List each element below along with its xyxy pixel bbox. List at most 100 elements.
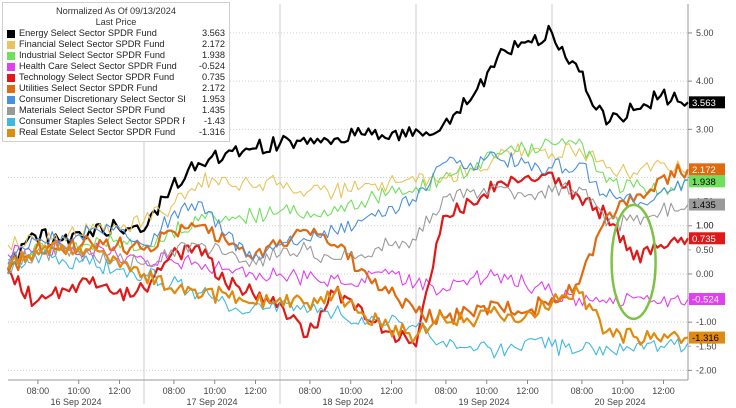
value-badge [689,331,725,344]
legend-item-value: 0.735 [202,72,225,82]
legend-swatch [7,73,15,82]
series-line [7,171,689,348]
legend-item-value: 3.563 [202,28,225,38]
x-tick-label: 12:00 [244,386,267,396]
x-day-label: 19 Sep 2024 [458,397,509,407]
x-tick-label: 10:00 [475,386,498,396]
x-tick-label: 08:00 [435,386,458,396]
legend-item-value: 1.435 [202,105,225,115]
x-axis: 08:00 10:00 12:00 08:00 10:00 12:00 08:00 10:00… [27,380,675,407]
legend-item-name: Health Care Select Sector SPDR Fund [19,61,177,71]
legend-swatch [7,29,15,38]
x-tick-label: 08:00 [163,386,186,396]
y-tick-label: -1.00 [696,317,717,327]
x-tick-label: 08:00 [27,386,50,396]
legend-item-value: 2.172 [202,39,225,49]
legend-item-name: Utilities Select Sector SPDR Fund [19,83,158,93]
legend-swatch [7,84,15,93]
x-day-label: 18 Sep 2024 [322,397,373,407]
legend-item: Utilities Select Sector SPDR Fund 2.172 [7,83,225,94]
legend-item: Financial Select Sector SPDR Fund 2.172 [7,39,225,50]
x-day-label: 20 Sep 2024 [594,397,645,407]
x-day-label: 16 Sep 2024 [50,397,101,407]
legend-item-value: -0.524 [198,61,225,71]
annotation-layer [610,203,657,321]
value-badge [689,163,725,176]
legend-swatch [7,62,15,71]
x-tick-label: 10:00 [339,386,362,396]
x-tick-label: 08:00 [571,386,594,396]
legend-item: Health Care Select Sector SPDR Fund -0.52… [7,61,225,72]
legend-item: Real Estate Select Sector SPDR Fund -1.31… [7,127,225,138]
value-badge [689,198,725,211]
series-line [6,24,689,270]
legend-item-name: Materials Select Sector SPDR Fund [19,105,166,115]
legend-item: Consumer Staples Select Sector SPDR Fund… [7,116,225,127]
legend-item: Technology Select Sector SPDR Fund 0.735 [7,72,225,83]
value-badge-label: -0.524 [692,295,719,306]
legend-item-value: 2.172 [202,83,225,93]
legend-item-value: 1.938 [202,50,225,60]
legend-item-value: -1.43 [204,116,225,126]
legend-item: Consumer Discretionary Select Sector SPD… [7,94,225,105]
x-tick-label: 10:00 [611,386,634,396]
legend-item-value: -1.316 [198,127,225,137]
grid [8,4,689,404]
legend-swatch [7,106,15,115]
value-badge-label: -1.316 [692,333,719,344]
x-tick-label: 12:00 [516,386,539,396]
x-tick-label: 08:00 [299,386,322,396]
series-line [7,249,689,359]
legend-item-name: Energy Select Sector SPDR Fund [19,28,157,38]
legend-item: Industrial Select Sector SPDR Fund 1.938 [7,50,225,61]
value-badge [689,175,725,188]
value-badge-label: 2.172 [692,165,716,176]
value-badge-label: 3.563 [692,98,716,109]
legend-subtitle: Last Price [95,17,137,27]
legend-item-name: Financial Select Sector SPDR Fund [19,39,165,49]
legend-item-value: 1.953 [202,94,225,104]
series-line [7,143,689,251]
value-badge-label: 1.938 [692,177,716,188]
y-tick-label: -2.00 [696,365,717,375]
legend-swatch [7,51,15,60]
series-line [7,239,689,308]
legend-item: Energy Select Sector SPDR Fund 3.563 [7,28,225,39]
x-tick-label: 12:00 [108,386,131,396]
series-lines [6,24,690,359]
y-minor-tick-label: 1.00 [696,221,714,231]
legend-item-name: Industrial Select Sector SPDR Fund [19,50,166,60]
value-badge-label: 1.435 [692,200,716,211]
series-line [7,151,689,265]
y-minor-tick-label: 0.50 [696,245,714,255]
legend-item-name: Real Estate Select Sector SPDR Fund [19,127,176,137]
legend: Normalized As Of 09/13/2024 Last Price E… [2,2,230,142]
x-day-label: 17 Sep 2024 [186,397,237,407]
y-tick-label: 3.00 [696,124,714,134]
legend-item-name: Consumer Staples Select Sector SPDR Fund [19,116,185,126]
legend-swatch [7,95,15,104]
value-badge [689,96,725,109]
value-badge-label: 0.735 [692,234,716,245]
value-badge [689,293,725,306]
legend-item: Materials Select Sector SPDR Fund 1.435 [7,105,225,116]
series-line [6,240,689,346]
x-tick-label: 12:00 [380,386,403,396]
x-tick-label: 10:00 [203,386,226,396]
legend-swatch [7,40,15,49]
y-tick-label: 5.00 [696,28,714,38]
legend-swatch [7,128,15,137]
y-tick-label: 1.00 [696,221,714,231]
legend-title: Normalized As Of 09/13/2024 [55,6,176,16]
y-tick-label: 4.00 [696,76,714,86]
legend-swatch [7,117,15,126]
x-tick-label: 10:00 [67,386,90,396]
x-tick-label: 12:00 [652,386,675,396]
legend-item-name: Technology Select Sector SPDR Fund [19,72,175,82]
value-badge [689,232,725,245]
y-minor-tick-label: -1.50 [696,341,717,351]
highlight-ellipse [610,203,657,321]
y-tick-label: 0.00 [696,269,714,279]
